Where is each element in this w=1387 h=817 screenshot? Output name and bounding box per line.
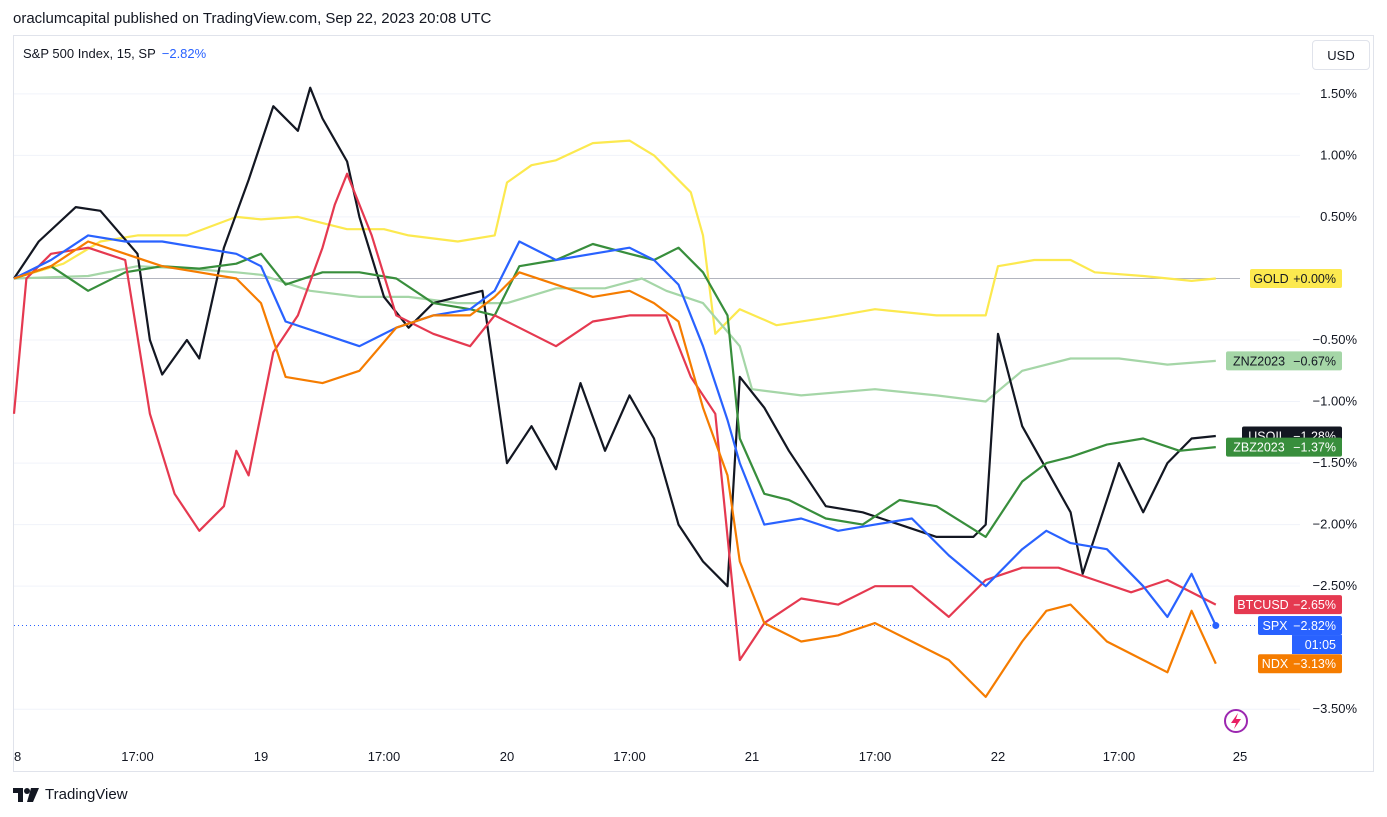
x-tick-label: 17:00 xyxy=(121,749,154,764)
y-tick-label: −3.50% xyxy=(1313,701,1358,716)
x-axis: 8 17:00 19 17:00 20 17:00 21 17:00 22 17:00 25 xyxy=(14,749,1247,764)
series-line-znz2023 xyxy=(13,265,1216,403)
chart-frame xyxy=(13,35,1374,772)
series-line-ndx xyxy=(13,240,1217,698)
series-tag-value: −2.65% xyxy=(1293,598,1336,612)
series-line-gold xyxy=(13,139,1216,335)
y-tick-label: 1.00% xyxy=(1320,147,1357,162)
series-tag-value: +0.00% xyxy=(1293,272,1336,286)
series-tag-znz2023[interactable]: ZNZ2023 −0.67% xyxy=(1226,351,1342,371)
x-tick-label: 19 xyxy=(254,749,268,764)
spx-last-point xyxy=(1212,622,1220,630)
lightning-icon[interactable] xyxy=(1224,709,1248,733)
y-tick-label: −1.50% xyxy=(1313,455,1358,470)
published-header: oraclumcapital published on TradingView.… xyxy=(13,10,492,27)
grid xyxy=(14,93,1300,710)
x-tick-label: 17:00 xyxy=(1103,749,1136,764)
series-tag-btcusd[interactable]: BTCUSD −2.65% xyxy=(1234,595,1342,615)
legend-title: S&P 500 Index, 15, SP xyxy=(23,46,156,61)
x-tick-label: 22 xyxy=(991,749,1005,764)
currency-button[interactable]: USD xyxy=(1312,40,1370,70)
tradingview-logo[interactable]: TradingView xyxy=(13,786,128,803)
x-tick-label: 21 xyxy=(745,749,759,764)
series-line-zbz2023 xyxy=(13,242,1216,538)
chart-legend[interactable]: S&P 500 Index, 15, SP −2.82% xyxy=(23,46,206,61)
series-line-spx xyxy=(13,234,1217,626)
series-line-usoil xyxy=(13,86,1216,588)
tradingview-name: TradingView xyxy=(45,786,128,803)
series-tag-zbz2023[interactable]: ZBZ2023 −1.37% xyxy=(1226,437,1342,457)
legend-change: −2.82% xyxy=(161,46,207,61)
y-tick-label: −2.50% xyxy=(1313,578,1358,593)
series-tag-name: BTCUSD xyxy=(1237,598,1288,612)
y-tick-label: −1.00% xyxy=(1313,394,1358,409)
series-tag-name: NDX xyxy=(1262,657,1289,671)
series-tag-name: GOLD xyxy=(1253,272,1288,286)
series-tag-value: −1.37% xyxy=(1293,441,1336,455)
series-tag-name: SPX xyxy=(1262,619,1288,633)
x-tick-label: 25 xyxy=(1233,749,1247,764)
countdown-label: 01:05 xyxy=(1305,638,1336,652)
series-tag-spx[interactable]: SPX −2.82% 01:05 xyxy=(1258,616,1342,655)
x-tick-label: 8 xyxy=(14,749,21,764)
y-tick-label: −0.50% xyxy=(1313,332,1358,347)
series-tag-gold[interactable]: GOLD +0.00% xyxy=(1250,268,1342,288)
series-tag-name: ZBZ2023 xyxy=(1233,441,1284,455)
y-tick-label: 1.50% xyxy=(1320,86,1357,101)
series-tag-name: ZNZ2023 xyxy=(1233,354,1285,368)
y-axis: 1.50% 1.00% 0.50% −0.50% −1.00% −1.50% −2.00% −… xyxy=(1313,86,1358,716)
series-line-btcusd xyxy=(12,172,1217,662)
series-lines xyxy=(12,86,1220,698)
y-tick-label: −2.00% xyxy=(1313,517,1358,532)
series-tag-value: −3.13% xyxy=(1293,657,1336,671)
series-tag-ndx[interactable]: NDX −3.13% xyxy=(1258,654,1342,674)
x-tick-label: 20 xyxy=(500,749,514,764)
series-tags: GOLD +0.00%ZNZ2023 −0.67%USOIL −1.28%ZBZ202… xyxy=(1226,268,1342,674)
series-tag-value: −2.82% xyxy=(1293,619,1336,633)
y-tick-label: 0.50% xyxy=(1320,209,1357,224)
series-tag-value: −0.67% xyxy=(1293,354,1336,368)
x-tick-label: 17:00 xyxy=(859,749,892,764)
x-tick-label: 17:00 xyxy=(613,749,646,764)
tradingview-icon xyxy=(13,787,39,802)
x-tick-label: 17:00 xyxy=(368,749,401,764)
